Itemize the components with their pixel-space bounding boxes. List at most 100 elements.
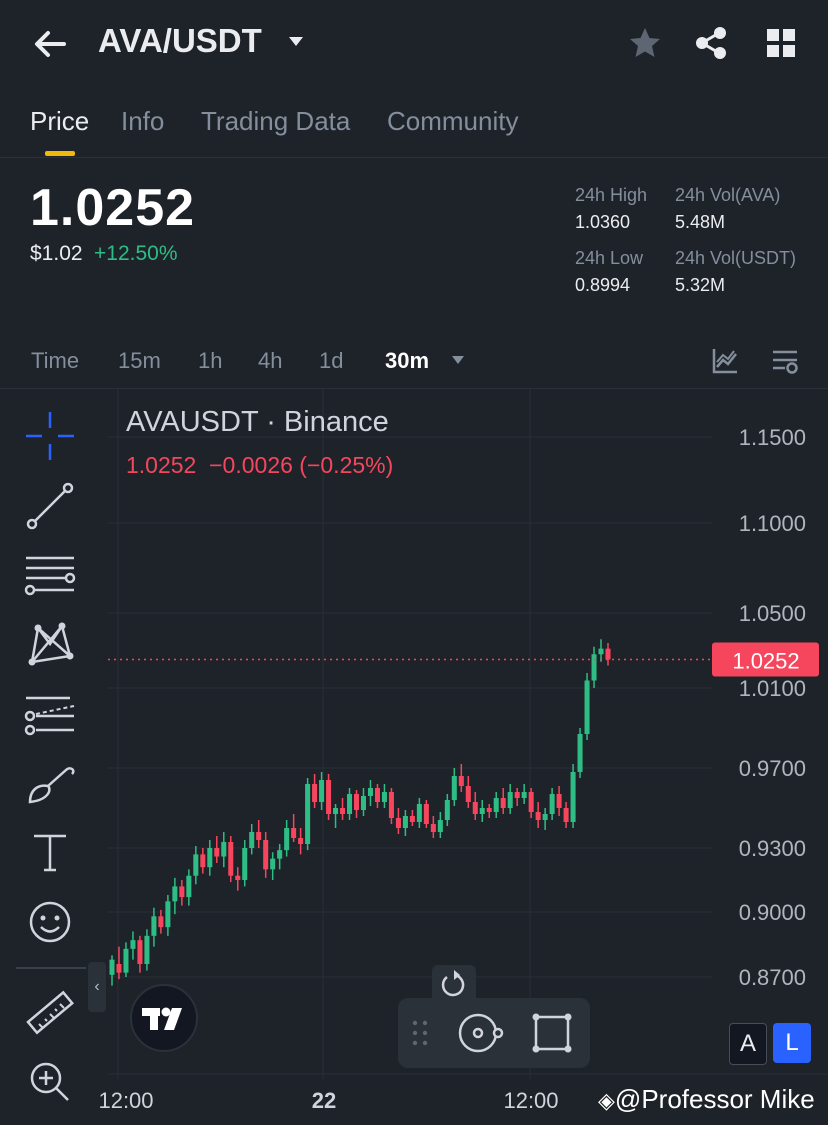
candle-body bbox=[333, 808, 339, 814]
candle-body bbox=[374, 788, 380, 802]
candle-body bbox=[340, 808, 346, 814]
candle-body bbox=[395, 818, 401, 828]
interval-1d[interactable]: 1d bbox=[319, 348, 344, 373]
star-icon[interactable] bbox=[626, 24, 664, 62]
text-icon bbox=[34, 834, 66, 872]
diamond-logo-icon: ◈ bbox=[598, 1088, 615, 1113]
text-tool[interactable] bbox=[22, 824, 78, 880]
brush-icon bbox=[28, 767, 75, 804]
time-tick-label: 12:00 bbox=[98, 1088, 153, 1113]
candle-body bbox=[242, 848, 248, 880]
candle-body bbox=[186, 875, 192, 898]
ruler-icon bbox=[26, 990, 75, 1035]
interval-4h[interactable]: 4h bbox=[258, 348, 283, 373]
tab-info[interactable]: Info bbox=[121, 106, 165, 136]
candle-body bbox=[416, 804, 422, 822]
candle-body bbox=[472, 802, 478, 814]
divider bbox=[16, 967, 86, 969]
candle-body bbox=[165, 901, 171, 928]
candle-body bbox=[521, 792, 527, 798]
collapse-toolbar-button[interactable]: ‹ bbox=[88, 962, 106, 1012]
usd-price: $1.02 bbox=[30, 242, 83, 265]
candle-body bbox=[193, 854, 199, 876]
price-tick-label: 0.8700 bbox=[739, 965, 806, 990]
interval-selected[interactable]: 30m bbox=[385, 348, 430, 373]
interval-time[interactable]: Time bbox=[31, 348, 80, 373]
chart-settings-icon[interactable] bbox=[770, 346, 800, 376]
grid-icon[interactable] bbox=[762, 24, 800, 62]
candle-body bbox=[507, 792, 513, 808]
indicator-icon[interactable] bbox=[710, 346, 740, 376]
fullscreen-select-icon[interactable] bbox=[528, 1010, 576, 1056]
auto-scale-button[interactable]: A bbox=[729, 1023, 767, 1065]
log-scale-button[interactable]: L bbox=[773, 1023, 811, 1063]
candle-body bbox=[263, 840, 269, 870]
time-tick-label: 12:00 bbox=[503, 1088, 558, 1113]
price-axis: 1.1500 1.1000 1.0500 1.0100 0.9700 0.9300 0.90… bbox=[739, 425, 806, 990]
candle-body bbox=[284, 828, 290, 851]
candle-body bbox=[528, 792, 534, 812]
candle-body bbox=[605, 648, 611, 660]
chevron-down-icon[interactable] bbox=[286, 34, 306, 50]
tab-trading-data[interactable]: Trading Data bbox=[201, 106, 351, 136]
interval-15m[interactable]: 15m bbox=[118, 348, 161, 373]
candle-body bbox=[556, 794, 562, 808]
candle-body bbox=[158, 916, 164, 928]
candle-body bbox=[514, 792, 520, 798]
candle-body bbox=[563, 808, 569, 822]
pair-title[interactable]: AVA/USDT bbox=[98, 22, 262, 59]
candle-body bbox=[270, 858, 276, 870]
forecast-tool[interactable] bbox=[22, 686, 78, 742]
watermark-text: @Professor Mike bbox=[614, 1084, 815, 1114]
candle-body bbox=[256, 832, 262, 840]
candle-body bbox=[542, 814, 548, 820]
pattern-tool[interactable] bbox=[22, 616, 78, 672]
candle-body bbox=[214, 848, 220, 857]
trendline-tool[interactable] bbox=[22, 478, 78, 534]
crosshair-tool[interactable] bbox=[22, 408, 78, 464]
chevron-down-icon[interactable] bbox=[450, 354, 466, 366]
brush-tool[interactable] bbox=[22, 756, 78, 812]
candle-body bbox=[577, 734, 583, 772]
candlestick-chart[interactable]: 1.0252 1.1500 1.1000 1.0500 1.0100 0.9700 0.9… bbox=[0, 389, 828, 1125]
candle-body bbox=[458, 776, 464, 786]
measure-tool[interactable] bbox=[22, 986, 78, 1042]
candle-body bbox=[500, 798, 506, 808]
candle-body bbox=[409, 816, 415, 822]
divider bbox=[0, 388, 828, 389]
drag-handle-icon[interactable] bbox=[406, 1016, 434, 1050]
tradingview-logo bbox=[130, 984, 198, 1052]
candle-body bbox=[221, 842, 227, 857]
interval-1h[interactable]: 1h bbox=[198, 348, 223, 373]
tab-price[interactable]: Price bbox=[30, 106, 90, 136]
candle-body bbox=[305, 784, 311, 844]
share-icon[interactable] bbox=[692, 24, 730, 62]
last-price: 1.0252 bbox=[30, 179, 196, 237]
last-price-label: 1.0252 bbox=[732, 649, 799, 674]
candle-body bbox=[402, 816, 408, 828]
candle-body bbox=[249, 832, 255, 848]
candle-body bbox=[137, 940, 143, 964]
candle-body bbox=[319, 780, 325, 802]
candle-body bbox=[200, 854, 206, 868]
tab-community[interactable]: Community bbox=[387, 106, 519, 136]
candle-body bbox=[130, 940, 136, 949]
emoji-tool[interactable] bbox=[22, 894, 78, 950]
high-label: 24h High bbox=[575, 185, 648, 205]
candle-body bbox=[277, 850, 283, 859]
trendline-icon bbox=[26, 482, 74, 530]
price-tick-label: 1.0500 bbox=[739, 601, 806, 626]
candle-body bbox=[549, 794, 555, 814]
back-arrow-icon[interactable] bbox=[30, 24, 70, 64]
fib-tool[interactable] bbox=[22, 548, 78, 604]
candle-body bbox=[144, 935, 150, 964]
candle-body bbox=[381, 792, 387, 802]
crosshair-icon bbox=[26, 412, 74, 460]
change-percent: +12.50% bbox=[94, 242, 178, 265]
time-tick-label: 22 bbox=[312, 1088, 336, 1113]
price-tick-label: 0.9300 bbox=[739, 836, 806, 861]
object-tree-icon[interactable] bbox=[456, 1010, 506, 1056]
candle-body bbox=[151, 916, 157, 936]
candle-body bbox=[123, 948, 129, 973]
zoom-tool[interactable] bbox=[22, 1054, 78, 1110]
